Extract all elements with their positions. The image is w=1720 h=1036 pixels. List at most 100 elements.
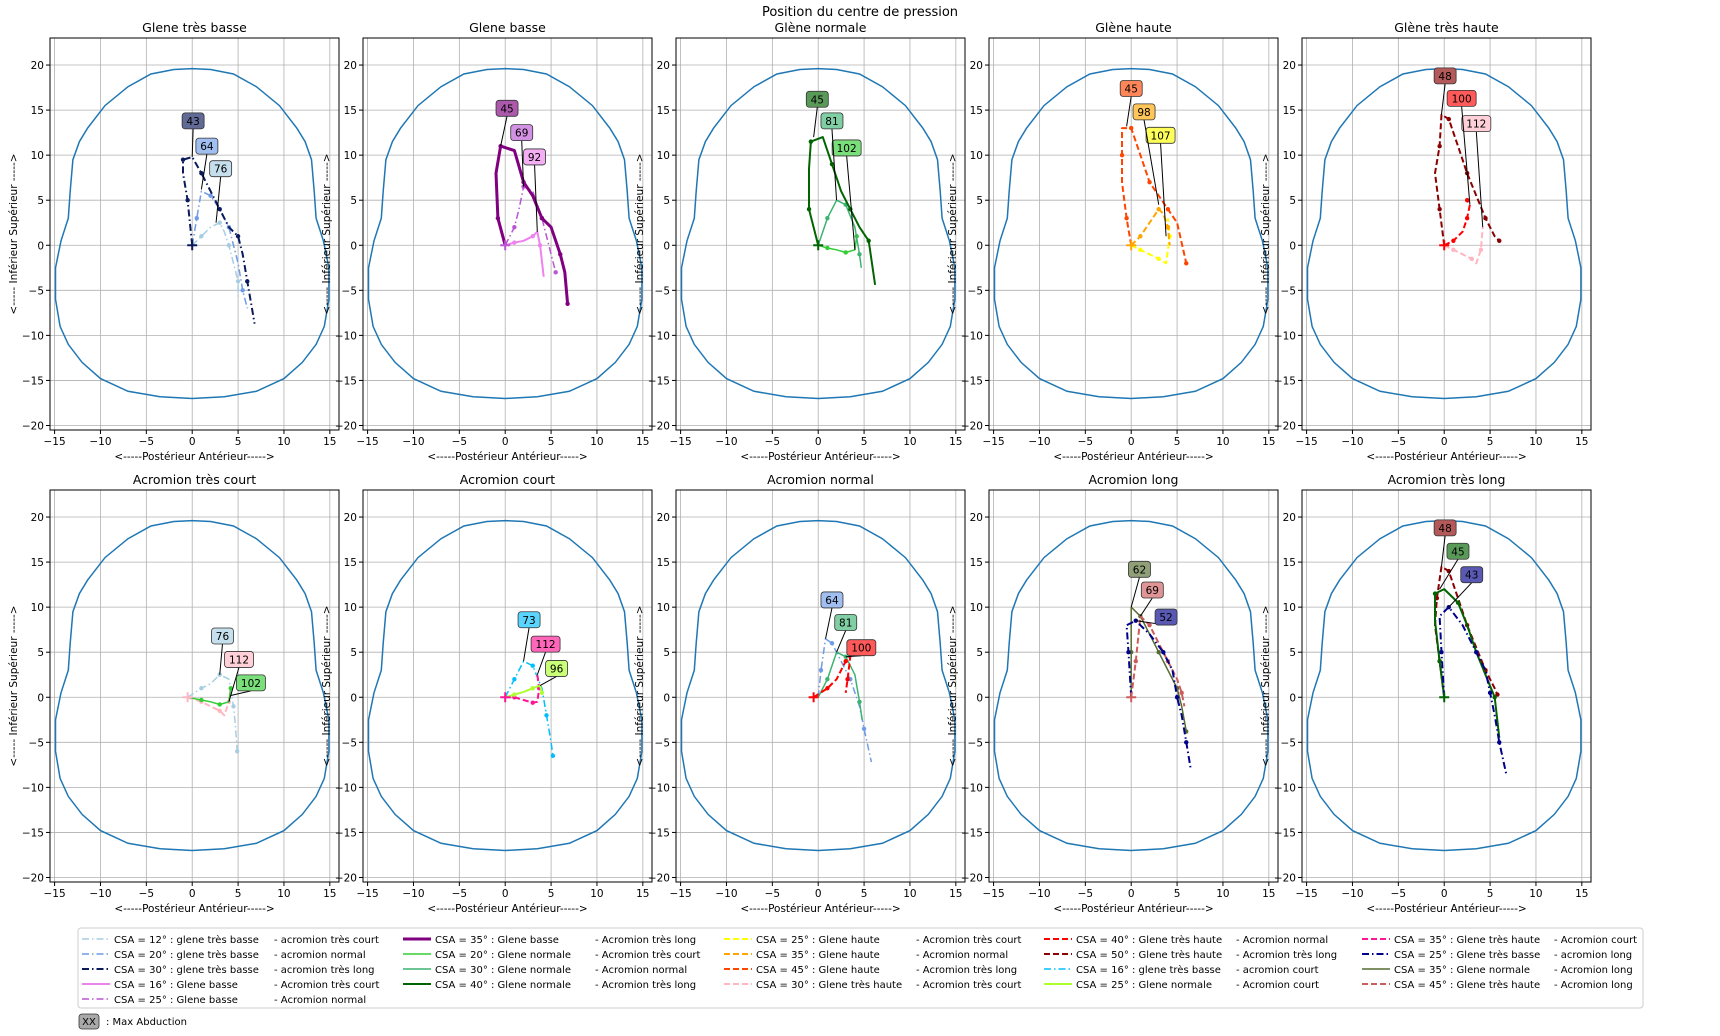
tick-label-y: 10 (344, 602, 357, 614)
tick-label-y: 15 (344, 105, 357, 117)
grid-lines (363, 490, 652, 882)
annotation-arrow (846, 155, 856, 250)
series-point (1184, 261, 1189, 266)
max-abduction-text: : Max Abduction (106, 1017, 187, 1028)
tick-label-x: 0 (815, 436, 822, 448)
annotation-label: 100 (851, 643, 871, 655)
outline-contour (54, 519, 330, 852)
subplot-title: Acromion long (1089, 472, 1179, 487)
legend-label-acromion: - Acromion long (1554, 980, 1633, 991)
series-point (1124, 216, 1129, 221)
tick-label-x: −5 (452, 436, 467, 448)
tick-label-x: 10 (277, 436, 290, 448)
series-1 (1129, 606, 1189, 734)
tick-label-y: 15 (970, 557, 983, 569)
legend-label: CSA = 20° : Glene normale (435, 950, 571, 961)
series-point (1451, 247, 1456, 252)
start-marker (500, 240, 511, 251)
series-point (537, 243, 543, 248)
tick-label-y: −5 (655, 737, 670, 749)
annotation-arrow (219, 643, 223, 675)
annotation-arrow (521, 140, 525, 187)
series-line (182, 156, 256, 324)
tick-label-x: −5 (139, 888, 154, 900)
tick-label-x: 10 (1216, 436, 1229, 448)
tick-label-x: 15 (949, 888, 962, 900)
tick-label-x: 10 (1216, 888, 1229, 900)
annotation-label: 81 (825, 116, 838, 128)
annotation-arrow (191, 128, 194, 157)
series-point (199, 170, 204, 176)
subplot-title: Acromion normal (767, 472, 874, 487)
annotation-label: 48 (1438, 71, 1451, 83)
series-point (808, 139, 814, 144)
annotation-arrow (836, 630, 847, 653)
series-point (1446, 116, 1451, 122)
outline-contour (367, 519, 643, 852)
max-abduction-box-label: XX (82, 1017, 96, 1028)
legend-label: CSA = 30° : Glene normale (435, 965, 571, 976)
tick-label-y: 0 (37, 240, 44, 252)
series-1 (191, 220, 241, 300)
annotation-arrow (1126, 96, 1132, 127)
annotation-box (1461, 115, 1492, 133)
tick-label-x: −15 (357, 888, 379, 900)
tick-label-y: −10 (1274, 782, 1296, 794)
tick-label-y: −5 (1281, 737, 1296, 749)
tick-label-y: −20 (1274, 872, 1296, 884)
tick-label-y: 10 (657, 602, 670, 614)
annotation-box (545, 660, 568, 677)
annotation-arrow (500, 116, 508, 147)
legend-label-acromion: - acromion très court (274, 934, 379, 946)
annotation-box (195, 137, 219, 155)
start-marker (1126, 692, 1137, 703)
legend-label: CSA = 35° : Glene haute (756, 950, 880, 961)
axes-frame (362, 489, 653, 883)
series-line (1130, 606, 1188, 732)
series-line (808, 136, 877, 286)
axes-frame (988, 489, 1279, 883)
series-line (191, 221, 239, 300)
tick-label-x: 15 (949, 436, 962, 448)
annotation-box (1132, 103, 1156, 121)
tick-label-x: 0 (1128, 436, 1135, 448)
annotation-arrow (1440, 83, 1446, 115)
series-point (217, 708, 222, 713)
tick-label-y: −15 (1274, 375, 1296, 387)
outline-contour (993, 67, 1269, 400)
tick-label-x: 15 (323, 436, 336, 448)
tick-label-x: 15 (636, 436, 649, 448)
grid-lines (50, 38, 339, 430)
legend-label-acromion: - Acromion très long (916, 964, 1017, 976)
tick-label-y: −20 (961, 872, 983, 884)
legend-label: CSA = 25° : Glene normale (1076, 980, 1212, 991)
tick-label-y: 5 (1289, 195, 1296, 207)
legend-label: CSA = 25° : Glene très basse (1394, 949, 1540, 961)
series-point (530, 663, 535, 668)
tick-label-y: −15 (648, 375, 670, 387)
tick-label-y: 10 (970, 602, 983, 614)
tick-label-y: −5 (29, 737, 44, 749)
annotation-box (1460, 566, 1484, 584)
legend-label-acromion: - acromion normal (274, 950, 366, 961)
tick-label-y: −5 (1281, 285, 1296, 297)
annotation-box (1140, 581, 1164, 599)
annotation-arrow (813, 107, 818, 138)
series-point (512, 677, 517, 682)
tick-label-x: −15 (983, 888, 1005, 900)
tick-label-y: 0 (350, 240, 357, 252)
series-3 (813, 655, 852, 699)
subplot-title: Glene basse (469, 20, 546, 35)
tick-label-y: −20 (1274, 420, 1296, 432)
tick-label-y: −5 (968, 285, 983, 297)
series-2 (504, 184, 558, 275)
annotation-label: 96 (550, 663, 564, 675)
series-point (208, 193, 213, 198)
start-marker (182, 692, 193, 703)
annotation-arrow (1448, 582, 1473, 608)
legend-label-acromion: - Acromion court (1236, 980, 1319, 991)
tick-label-x: −10 (1028, 436, 1050, 448)
series-point (825, 245, 830, 251)
series-2 (505, 674, 542, 705)
